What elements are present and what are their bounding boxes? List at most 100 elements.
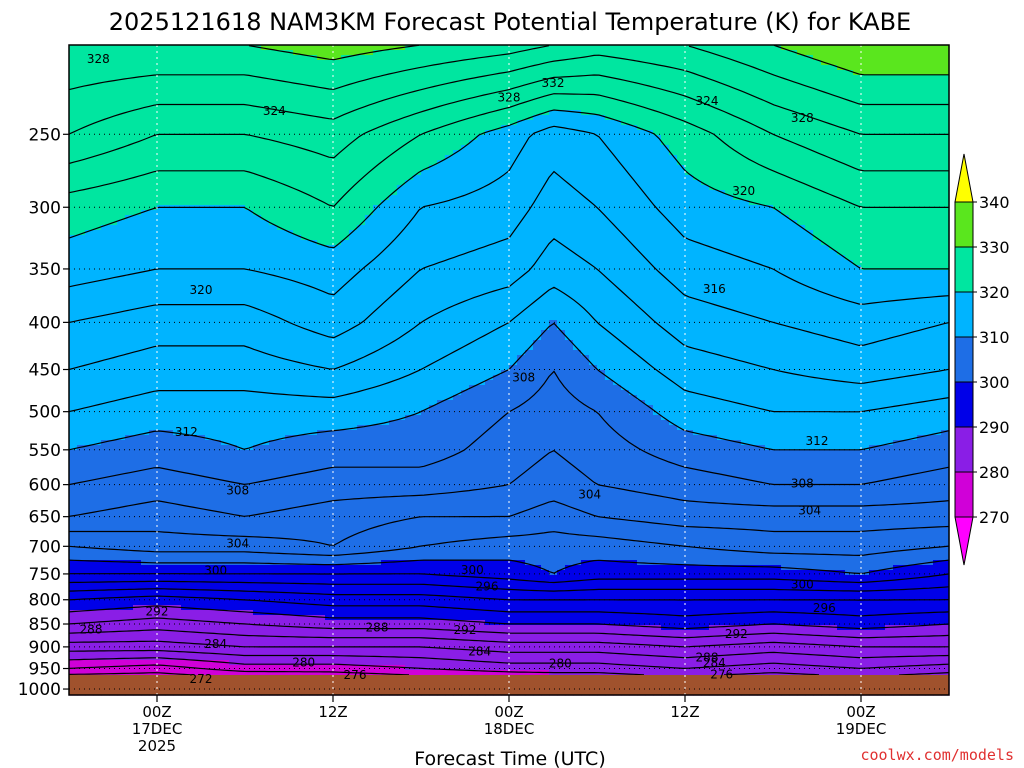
colorbar-segment bbox=[954, 471, 974, 518]
contour-fill-cell bbox=[117, 45, 126, 221]
contour-fill-cell bbox=[277, 230, 286, 441]
contour-fill-cell bbox=[581, 115, 590, 356]
contour-fill-cell bbox=[533, 625, 542, 671]
contour-fill-cell bbox=[893, 270, 902, 441]
contour-fill-cell bbox=[597, 115, 606, 371]
contour-label: 304 bbox=[226, 536, 249, 550]
contour-fill-cell bbox=[677, 630, 686, 676]
contour-fill-cell bbox=[397, 620, 406, 666]
contour-fill-cell bbox=[837, 450, 846, 571]
contour-fill-cell bbox=[669, 630, 678, 676]
contour-fill-cell bbox=[941, 430, 950, 561]
contour-label: 288 bbox=[696, 650, 719, 664]
contour-fill-cell bbox=[893, 625, 902, 676]
contour-fill-cell bbox=[845, 630, 854, 676]
contour-fill-cell bbox=[885, 570, 894, 626]
contour-fill-cell bbox=[933, 75, 942, 271]
contour-fill-cell bbox=[597, 560, 606, 626]
contour-fill-cell bbox=[285, 435, 294, 566]
contour-fill-cell bbox=[645, 130, 654, 406]
contour-fill-cell bbox=[333, 245, 342, 431]
contour-fill-cell bbox=[157, 565, 166, 606]
y-tick-label: 250 bbox=[29, 125, 61, 145]
contour-label: 320 bbox=[190, 283, 213, 297]
contour-fill-cell bbox=[621, 45, 630, 126]
contour-fill-cell bbox=[589, 115, 598, 366]
contour-fill-cell bbox=[485, 130, 494, 381]
contour-fill-cell bbox=[293, 45, 302, 56]
contour-fill-cell bbox=[749, 625, 758, 676]
contour-fill-cell bbox=[549, 625, 558, 676]
contour-fill-cell bbox=[469, 45, 478, 141]
contour-fill-cell bbox=[397, 560, 406, 621]
contour-fill-cell bbox=[525, 120, 534, 351]
contour-fill-cell bbox=[629, 625, 638, 676]
contour-fill-cell bbox=[229, 610, 238, 666]
contour-fill-cell bbox=[781, 625, 790, 676]
contour-fill-cell bbox=[461, 145, 470, 391]
contour-fill-cell bbox=[525, 565, 534, 626]
contour-fill-cell bbox=[357, 55, 366, 226]
contour-fill-cell bbox=[933, 270, 942, 436]
contour-fill-cell bbox=[893, 75, 902, 271]
contour-fill-cell bbox=[541, 625, 550, 671]
contour-fill-cell bbox=[165, 205, 174, 431]
contour-fill-cell bbox=[885, 270, 894, 446]
contour-fill-cell bbox=[277, 45, 286, 51]
contour-fill-cell bbox=[213, 610, 222, 661]
contour-fill-cell bbox=[509, 125, 518, 366]
contour-fill-cell bbox=[157, 205, 166, 431]
contour-fill-cell bbox=[701, 565, 710, 631]
contour-fill-cell bbox=[501, 625, 510, 671]
contour-fill-cell bbox=[101, 440, 110, 561]
colorbar-high-arrow bbox=[954, 153, 974, 203]
contour-fill-cell bbox=[429, 45, 438, 166]
contour-fill-cell bbox=[941, 270, 950, 431]
contour-fill-cell bbox=[829, 250, 838, 451]
contour-label: 320 bbox=[732, 184, 755, 198]
contour-fill-cell bbox=[261, 45, 270, 51]
contour-fill-cell bbox=[389, 50, 398, 196]
contour-line bbox=[68, 559, 950, 575]
contour-fill-cell bbox=[309, 45, 318, 56]
contour-fill-cell bbox=[613, 120, 622, 386]
contour-label: 328 bbox=[498, 90, 521, 104]
contour-fill-cell bbox=[589, 625, 598, 676]
contour-fill-cell bbox=[853, 575, 862, 631]
contour-fill-cell bbox=[373, 565, 382, 621]
contour-fill-cell bbox=[85, 560, 94, 611]
colorbar-label: 280 bbox=[979, 463, 1010, 482]
contour-label: 272 bbox=[190, 672, 213, 686]
contour-fill-cell bbox=[349, 620, 358, 666]
contour-fill-cell bbox=[813, 570, 822, 626]
contour-fill-cell bbox=[365, 565, 374, 621]
contour-fill-cell bbox=[333, 620, 342, 666]
contour-fill-cell bbox=[333, 60, 342, 246]
contour-fill-cell bbox=[325, 620, 334, 666]
colorbar: 270 280 290 300 310 320 330 340 bbox=[954, 153, 1010, 566]
contour-fill-cell bbox=[141, 435, 150, 566]
contour-fill-cell bbox=[141, 605, 150, 661]
contour-fill-cell bbox=[893, 440, 902, 566]
contour-fill-cell bbox=[933, 435, 942, 561]
contour-label: 276 bbox=[710, 667, 733, 681]
contour-fill-cell bbox=[573, 625, 582, 676]
contour-fill-cell bbox=[365, 425, 374, 566]
contour-fill-cell bbox=[917, 435, 926, 566]
contour-fill-cell bbox=[829, 45, 838, 66]
contour-fill-cell bbox=[517, 355, 526, 561]
contour-fill-cell bbox=[429, 405, 438, 561]
y-tick-label: 800 bbox=[29, 591, 61, 611]
contour-line bbox=[68, 580, 950, 592]
colorbar-segment bbox=[954, 291, 974, 338]
contour-fill-cell bbox=[573, 350, 582, 566]
contour-fill-cell bbox=[453, 150, 462, 396]
contour-label: 280 bbox=[549, 656, 572, 670]
contour-fill-cell bbox=[389, 560, 398, 621]
contour-label: 296 bbox=[476, 580, 499, 594]
contour-fill-cell bbox=[589, 45, 598, 116]
contour-fill-cell bbox=[725, 565, 734, 626]
contour-fill-cell bbox=[837, 630, 846, 676]
contour-fill-cell bbox=[637, 400, 646, 566]
